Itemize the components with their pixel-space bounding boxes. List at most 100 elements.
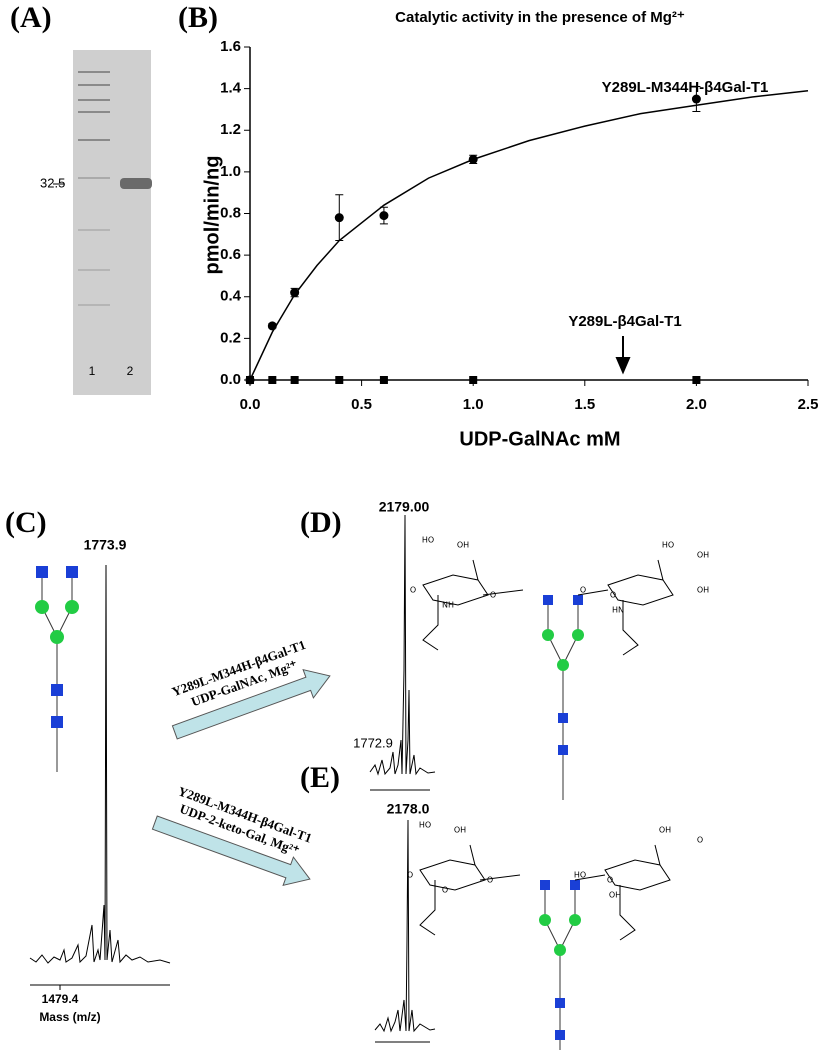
- y-tick-label: 1.0: [220, 163, 241, 180]
- glcnac: [555, 1030, 565, 1040]
- glcnac: [540, 880, 550, 890]
- series-annotation: Y289L-M344H-β4Gal-T1: [602, 79, 769, 96]
- mannose: [50, 630, 64, 644]
- peak-label: 1772.9: [353, 735, 393, 750]
- point: [335, 376, 344, 384]
- atom-label: O: [607, 876, 613, 885]
- point: [246, 376, 254, 384]
- panel-label: (D): [300, 506, 342, 539]
- peak-label: 1773.9: [84, 537, 127, 553]
- atom-label: O: [580, 586, 586, 595]
- atom-label: OH: [609, 891, 621, 900]
- mannose: [572, 629, 584, 641]
- glycan-bond: [544, 885, 576, 1050]
- linker: [419, 874, 636, 941]
- glcnac: [51, 716, 63, 728]
- mannose: [557, 659, 569, 671]
- plot: 0.0 0.2 0.4 0.6 0.8 1.0 1.2 1.4 1.6 0.0 0.5 1.0 1.5 2…: [220, 38, 818, 413]
- point: [468, 154, 478, 164]
- atom-label: OH: [697, 586, 709, 595]
- atom-label: HO: [662, 541, 674, 550]
- atom-label: O: [487, 876, 493, 885]
- glycan-bond: [547, 600, 579, 800]
- mannose: [65, 600, 79, 614]
- glcnac: [555, 998, 565, 1008]
- sugar-ring: [607, 559, 674, 606]
- glcnac: [573, 595, 583, 605]
- atom-label: O: [490, 591, 496, 600]
- y-tick-label: 0.0: [220, 371, 241, 388]
- x-tick-label: 1.5: [574, 396, 595, 413]
- chart-title: Catalytic activity in the presence of Mg…: [395, 9, 685, 26]
- atom-label: OH: [659, 826, 671, 835]
- spectrum: [374, 819, 436, 1033]
- annotation-arrow: [615, 336, 631, 375]
- atom-label: OH: [454, 826, 466, 835]
- atom-label: O: [697, 836, 703, 845]
- atom-label: O: [410, 586, 416, 595]
- point: [334, 213, 344, 223]
- glcnac: [558, 745, 568, 755]
- y-tick-label: 1.2: [220, 121, 241, 138]
- point: [379, 211, 389, 221]
- atom-label: OH: [697, 551, 709, 560]
- reaction-arrow: Y289L-M344H-β4Gal-T1 UDP-2-keto-Gal, Mg²…: [151, 783, 314, 886]
- point: [692, 376, 701, 384]
- gel: [73, 50, 151, 395]
- ladder: [78, 71, 110, 306]
- fit-curve: [249, 89, 809, 381]
- mannose: [542, 629, 554, 641]
- atom-label: HO: [574, 871, 586, 880]
- reaction-arrow: Y289L-M344H-β4Gal-T1 UDP-GalNAc, Mg²⁺: [170, 637, 331, 740]
- y-tick-label: 0.4: [220, 288, 242, 305]
- panel-label: (B): [178, 1, 218, 34]
- atom-label: HO: [422, 536, 434, 545]
- point: [290, 376, 299, 384]
- y-tick-label: 1.6: [220, 38, 241, 55]
- point: [379, 376, 388, 384]
- glcnac: [36, 566, 48, 578]
- lane-label: 2: [127, 364, 134, 378]
- y-tick-label: 1.4: [220, 80, 242, 97]
- glycan: [35, 566, 79, 772]
- peak-label: 2178.0: [387, 801, 430, 817]
- y-tick-label: 0.8: [220, 204, 241, 221]
- spectrum: [369, 514, 436, 776]
- point: [469, 376, 478, 384]
- point: [268, 376, 277, 384]
- panel-label: (C): [5, 506, 47, 539]
- point: [267, 321, 277, 331]
- sugar-ring: [422, 559, 489, 606]
- atom-label: O: [442, 886, 448, 895]
- mannose: [554, 944, 566, 956]
- x-tick-label: 2.5: [798, 396, 819, 413]
- panel-label: (A): [10, 1, 52, 34]
- x-tick-label: 0.0: [240, 396, 261, 413]
- x-tick-label: 2.0: [686, 396, 707, 413]
- point: [691, 94, 701, 104]
- mannose: [35, 600, 49, 614]
- gel-band: [120, 178, 152, 189]
- mannose: [569, 914, 581, 926]
- linker: [422, 589, 639, 656]
- y-tick-label: 0.2: [220, 329, 241, 346]
- glcnac: [543, 595, 553, 605]
- atom-label: HO: [419, 821, 431, 830]
- sugar-ring: [604, 844, 671, 891]
- mannose: [539, 914, 551, 926]
- axis-title: Mass (m/z): [39, 1010, 100, 1024]
- point: [290, 288, 300, 298]
- atom-label: HN: [612, 606, 624, 615]
- glcnac: [51, 684, 63, 696]
- y-tick-label: 0.6: [220, 246, 241, 263]
- glcnac: [66, 566, 78, 578]
- sugar-ring: [419, 844, 486, 891]
- peak-label: 2179.00: [379, 499, 430, 515]
- glcnac: [558, 713, 568, 723]
- atom-label: OH: [457, 541, 469, 550]
- panel-label: (E): [300, 761, 340, 794]
- atom-label: O: [407, 871, 413, 880]
- x-tick-label: 1.0: [463, 396, 484, 413]
